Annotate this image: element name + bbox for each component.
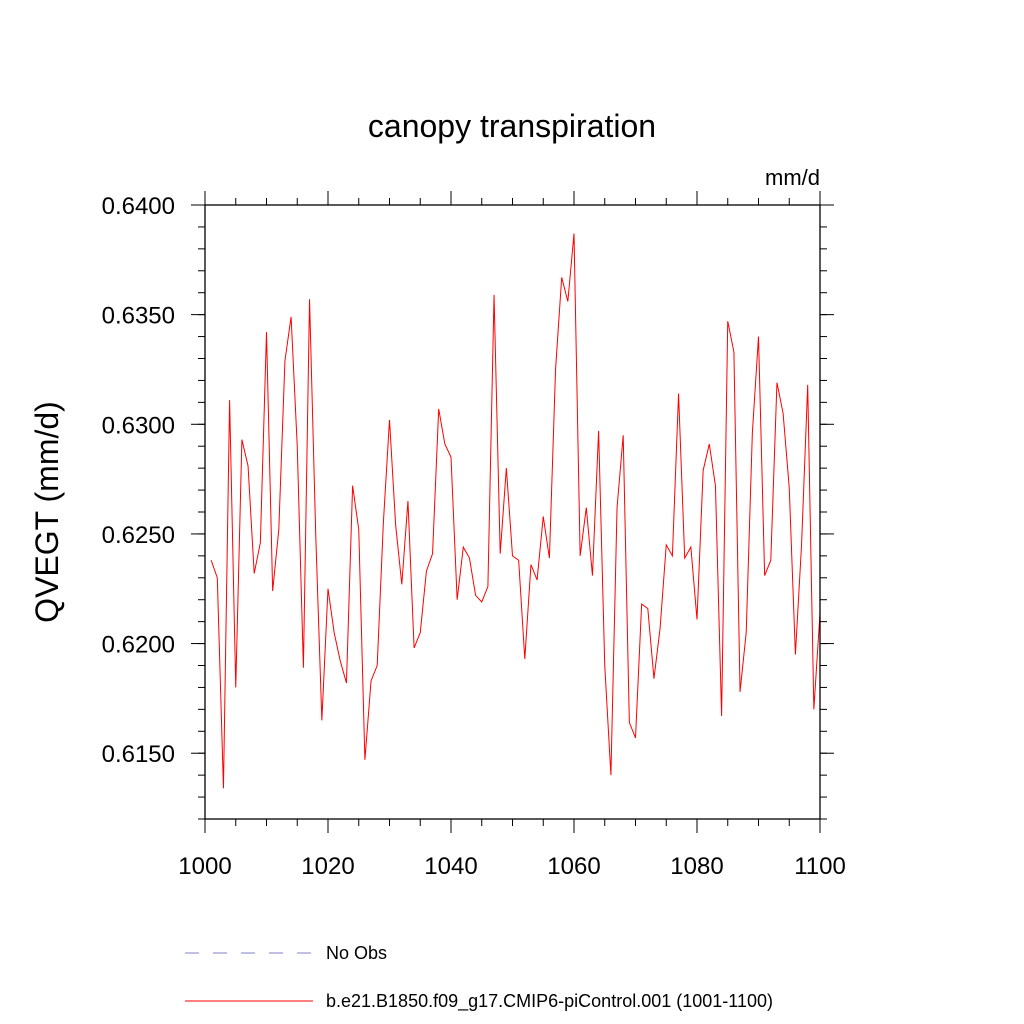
x-tick-label: 1000	[178, 853, 231, 880]
y-tick-label: 0.6150	[102, 741, 175, 768]
x-tick-label: 1040	[424, 853, 477, 880]
x-tick-label: 1060	[547, 853, 600, 880]
units-label: mm/d	[765, 165, 820, 190]
legend-label-0: No Obs	[326, 943, 387, 963]
y-tick-label: 0.6300	[102, 412, 175, 439]
x-tick-label: 1080	[670, 853, 723, 880]
ticks-layer: 1000 1020 1040 1060 1080 1100 0.6150 0.6200 0.62…	[102, 191, 846, 880]
y-tick-label: 0.6350	[102, 303, 175, 330]
chart-title: canopy transpiration	[368, 108, 656, 144]
y-tick-label: 0.6400	[102, 193, 175, 220]
plot-frame	[204, 204, 821, 820]
series-line-1	[210, 233, 821, 789]
legend-label-1: b.e21.B1850.f09_g17.CMIP6-piControl.001 …	[326, 991, 773, 1012]
x-tick-label: 1020	[301, 853, 354, 880]
x-tick-label: 1100	[794, 853, 846, 880]
y-tick-label: 0.6250	[102, 522, 175, 549]
axes-layer	[204, 204, 821, 820]
series-layer	[210, 233, 821, 789]
y-tick-label: 0.6200	[102, 632, 175, 659]
legend: No Obs b.e21.B1850.f09_g17.CMIP6-piContro…	[185, 943, 773, 1012]
y-axis-label: QVEGT (mm/d)	[29, 401, 65, 623]
